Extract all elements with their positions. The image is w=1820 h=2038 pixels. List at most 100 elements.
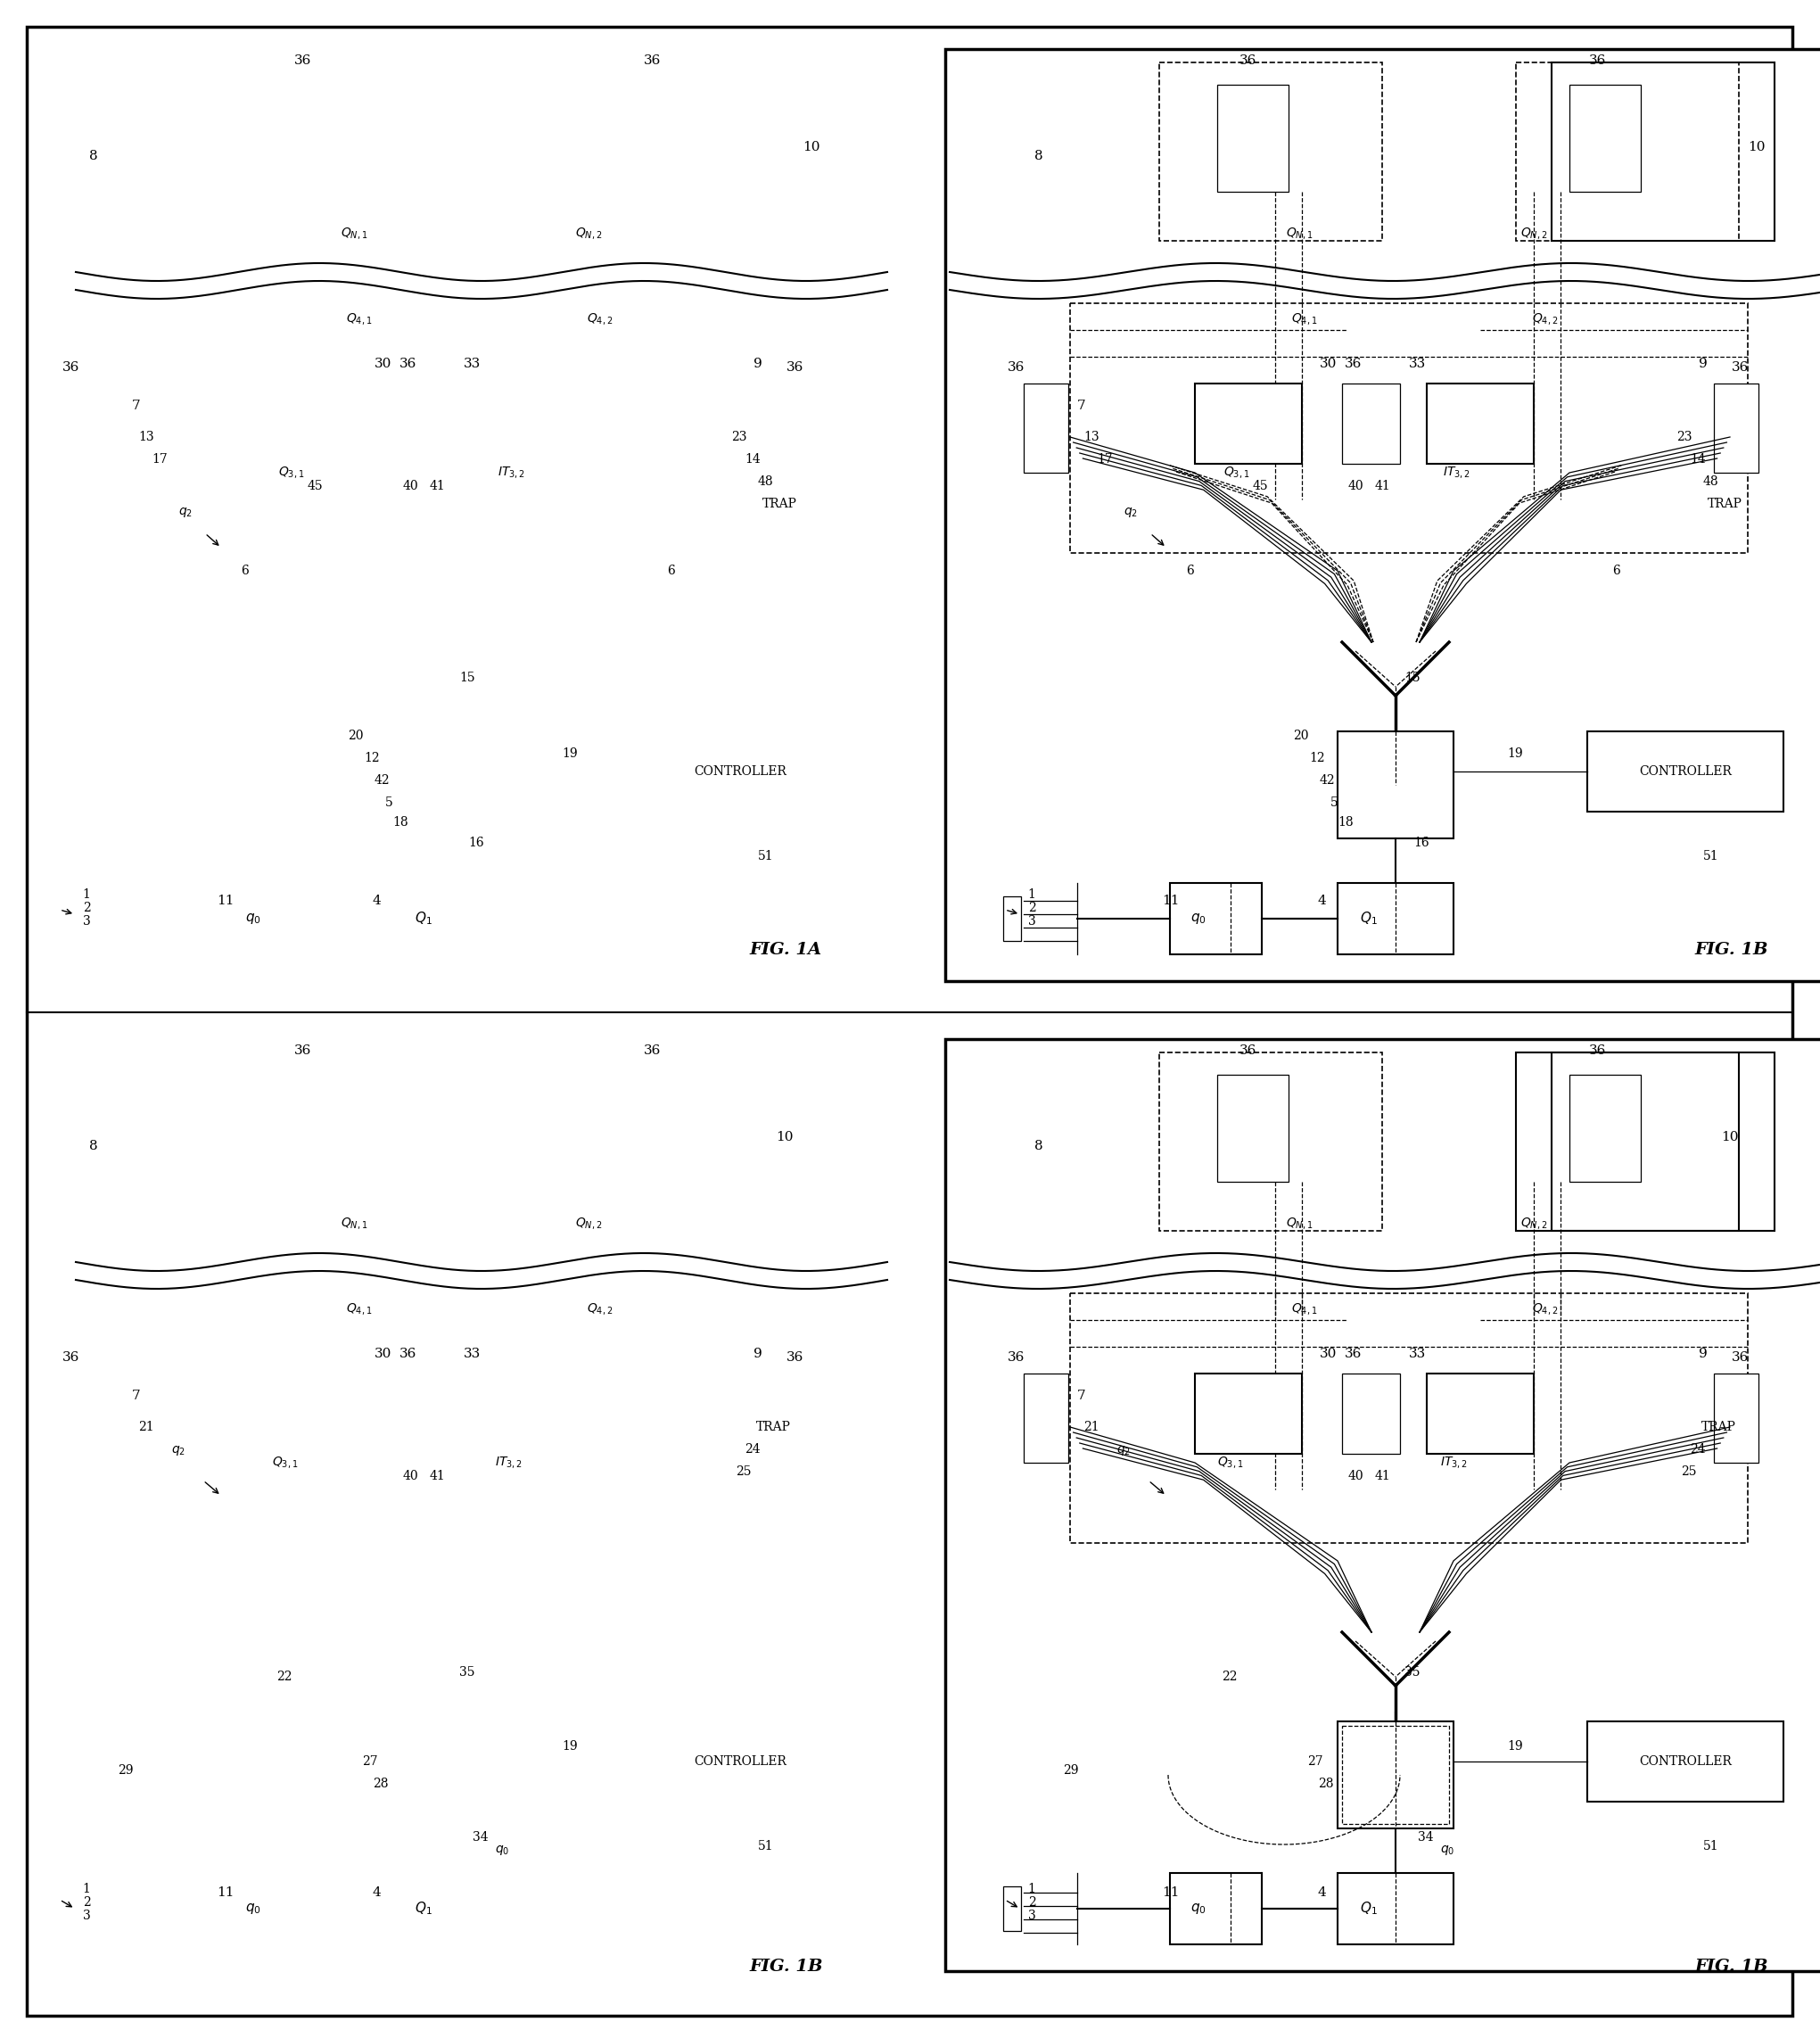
Text: 10: 10 bbox=[775, 1131, 794, 1143]
Text: 1: 1 bbox=[1026, 1883, 1036, 1895]
Bar bbox=[1338, 1873, 1454, 1944]
Text: 27: 27 bbox=[1307, 1755, 1323, 1767]
Text: 3: 3 bbox=[1028, 915, 1036, 927]
Text: 36: 36 bbox=[1239, 55, 1258, 67]
Text: 17: 17 bbox=[151, 452, 167, 465]
Bar bbox=[1427, 1374, 1534, 1453]
Text: $Q_{3,1}$: $Q_{3,1}$ bbox=[1223, 465, 1250, 481]
Text: $Q_{N,1}$: $Q_{N,1}$ bbox=[1287, 226, 1312, 240]
Text: 3: 3 bbox=[84, 915, 91, 927]
Bar bbox=[397, 1726, 504, 1824]
Text: 36: 36 bbox=[400, 1347, 417, 1359]
Text: 12: 12 bbox=[1309, 752, 1325, 764]
Bar bbox=[1569, 1074, 1642, 1182]
Text: 33: 33 bbox=[464, 357, 480, 371]
Bar bbox=[1338, 882, 1454, 954]
Text: 30: 30 bbox=[375, 357, 391, 371]
Bar bbox=[71, 49, 892, 980]
Text: 1: 1 bbox=[82, 889, 89, 901]
Text: 4: 4 bbox=[1318, 1887, 1327, 1899]
Text: 36: 36 bbox=[1345, 357, 1361, 371]
Text: 33: 33 bbox=[1409, 1347, 1427, 1359]
Text: 33: 33 bbox=[464, 1347, 480, 1359]
Text: 36: 36 bbox=[295, 55, 311, 67]
Text: 8: 8 bbox=[89, 1139, 98, 1151]
Text: 19: 19 bbox=[562, 1740, 577, 1753]
Text: $Q_{4,2}$: $Q_{4,2}$ bbox=[586, 312, 613, 326]
Bar bbox=[393, 732, 508, 838]
Text: 2: 2 bbox=[84, 1895, 91, 1910]
Bar bbox=[642, 1722, 839, 1802]
Text: 21: 21 bbox=[138, 1420, 155, 1433]
Text: $Q_{N,2}$: $Q_{N,2}$ bbox=[575, 226, 602, 240]
Text: 41: 41 bbox=[430, 1469, 446, 1482]
Text: 14: 14 bbox=[744, 452, 761, 465]
Text: 42: 42 bbox=[1320, 774, 1336, 787]
Text: $q_2$: $q_2$ bbox=[178, 505, 193, 520]
Text: $q_0$: $q_0$ bbox=[1440, 1844, 1454, 1857]
Bar bbox=[78, 383, 124, 473]
Text: 36: 36 bbox=[1008, 361, 1025, 373]
Text: 45: 45 bbox=[308, 479, 324, 493]
Bar bbox=[393, 1722, 508, 1828]
Text: 9: 9 bbox=[1698, 1347, 1707, 1359]
Text: 20: 20 bbox=[1292, 730, 1309, 742]
Text: 8: 8 bbox=[89, 151, 98, 163]
Text: $q_0$: $q_0$ bbox=[1190, 911, 1207, 925]
Text: 36: 36 bbox=[1589, 55, 1607, 67]
Bar bbox=[1070, 304, 1747, 552]
Text: $Q_{N,2}$: $Q_{N,2}$ bbox=[1520, 226, 1547, 240]
Bar bbox=[1159, 1052, 1381, 1231]
Bar bbox=[224, 882, 317, 954]
Bar bbox=[1427, 383, 1534, 465]
Text: $Q_{N,1}$: $Q_{N,1}$ bbox=[1287, 1217, 1312, 1231]
Text: $q_0$: $q_0$ bbox=[246, 1901, 260, 1916]
Text: CONTROLLER: CONTROLLER bbox=[1640, 1755, 1731, 1767]
Text: 8: 8 bbox=[1034, 1139, 1043, 1151]
Bar bbox=[249, 1374, 357, 1453]
Text: CONTROLLER: CONTROLLER bbox=[693, 764, 786, 779]
Text: 13: 13 bbox=[1083, 430, 1099, 444]
Text: $Q_{4,1}$: $Q_{4,1}$ bbox=[346, 312, 371, 326]
Text: 19: 19 bbox=[1507, 1740, 1523, 1753]
Bar bbox=[1341, 1374, 1400, 1453]
Bar bbox=[1587, 732, 1784, 811]
Bar bbox=[397, 383, 455, 465]
Text: $Q_1$: $Q_1$ bbox=[1360, 911, 1378, 927]
Text: $Q_1$: $Q_1$ bbox=[415, 1899, 431, 1918]
Text: $IT_{3,2}$: $IT_{3,2}$ bbox=[495, 1455, 522, 1469]
Bar bbox=[215, 1052, 437, 1231]
Text: 23: 23 bbox=[1676, 430, 1693, 444]
Bar bbox=[1070, 1294, 1747, 1543]
Text: 6: 6 bbox=[240, 565, 249, 577]
Text: 36: 36 bbox=[400, 357, 417, 371]
Text: 36: 36 bbox=[644, 1043, 661, 1058]
Bar bbox=[1714, 383, 1758, 473]
Text: 24: 24 bbox=[1689, 1443, 1705, 1455]
Text: TRAP: TRAP bbox=[755, 1420, 792, 1433]
Text: $Q_{3,1}$: $Q_{3,1}$ bbox=[1218, 1455, 1243, 1469]
Text: FIG. 1A: FIG. 1A bbox=[750, 942, 821, 958]
Text: 10: 10 bbox=[1747, 141, 1765, 153]
Bar bbox=[126, 304, 803, 552]
Bar bbox=[1218, 86, 1289, 192]
Bar bbox=[215, 63, 437, 240]
Bar bbox=[1552, 63, 1774, 240]
Text: 7: 7 bbox=[1077, 399, 1087, 412]
Text: 22: 22 bbox=[277, 1671, 291, 1683]
Bar bbox=[249, 383, 357, 465]
Text: 9: 9 bbox=[1698, 357, 1707, 371]
Text: 18: 18 bbox=[1338, 815, 1354, 829]
Text: FIG. 1B: FIG. 1B bbox=[1694, 942, 1767, 958]
Text: TRAP: TRAP bbox=[1707, 497, 1742, 510]
Text: 23: 23 bbox=[732, 430, 746, 444]
Text: 42: 42 bbox=[375, 774, 389, 787]
Bar bbox=[624, 1074, 695, 1182]
Text: 36: 36 bbox=[786, 1351, 804, 1363]
Text: 16: 16 bbox=[468, 838, 484, 850]
Text: FIG. 1B: FIG. 1B bbox=[750, 1959, 823, 1975]
Text: CONTROLLER: CONTROLLER bbox=[1640, 764, 1731, 779]
Text: 36: 36 bbox=[1008, 1351, 1025, 1363]
Text: 40: 40 bbox=[1349, 479, 1363, 493]
Text: $q_0$: $q_0$ bbox=[495, 1844, 510, 1857]
